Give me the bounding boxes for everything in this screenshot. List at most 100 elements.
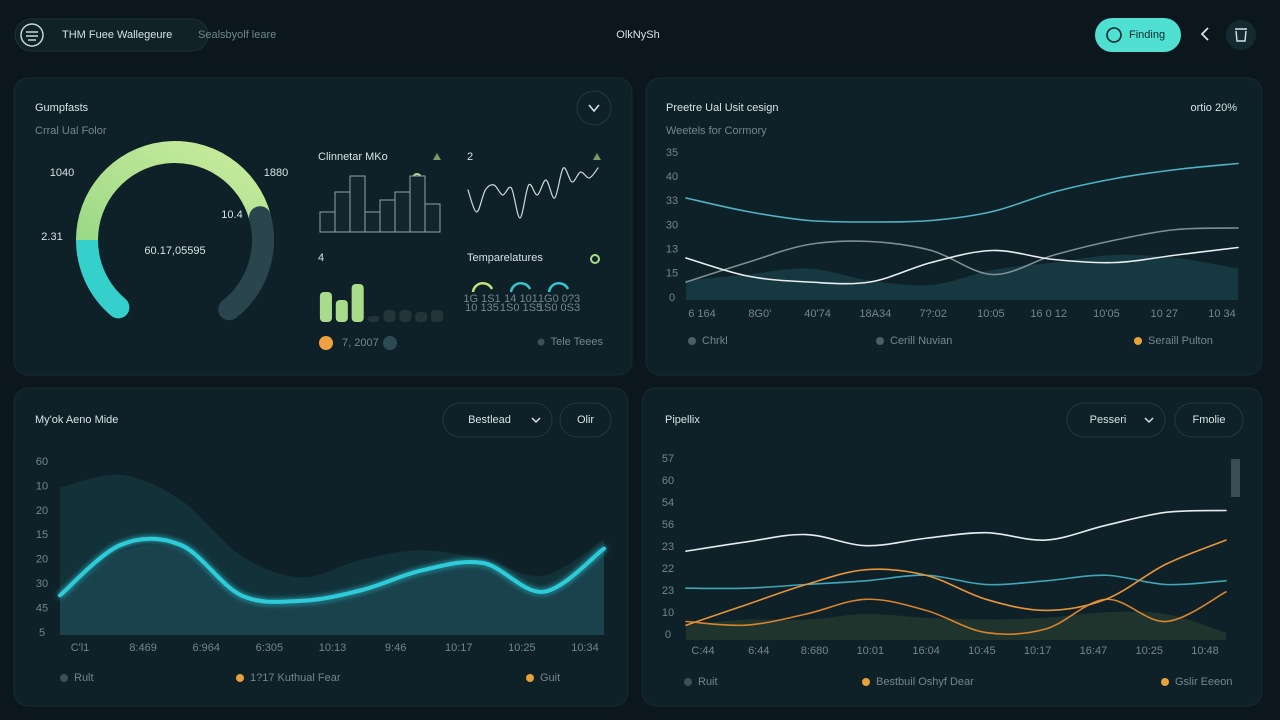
y-axis-label: 0 <box>665 629 671 641</box>
bar <box>424 203 441 233</box>
dropdown[interactable] <box>442 402 553 438</box>
widget-icon <box>593 153 601 160</box>
y-axis-label: 33 <box>666 195 678 207</box>
panel-title: Gumpfasts <box>35 102 89 114</box>
dropdown-label: Bestlead <box>468 414 511 426</box>
x-tick-label: 10:45 <box>968 645 996 657</box>
button[interactable] <box>559 402 612 438</box>
area <box>60 545 604 635</box>
y-axis-label: 54 <box>662 497 674 509</box>
panel-title: Pipellix <box>665 414 700 426</box>
mini-label: 14 101 <box>504 293 538 305</box>
legend-label: 7, 2007 <box>342 337 379 349</box>
x-tick-label: 16:47 <box>1080 645 1108 657</box>
y-axis-label: 15 <box>666 268 678 280</box>
bar <box>335 300 348 322</box>
brand-icon <box>20 23 44 47</box>
x-tick-label: 16 0 12 <box>1030 308 1067 320</box>
nav-link[interactable]: Sealsbyolf leare <box>198 29 276 41</box>
legend-dot <box>537 338 545 346</box>
line <box>685 246 1239 285</box>
widget-title: 2 <box>467 151 473 163</box>
bar <box>431 310 444 322</box>
back-button[interactable] <box>1200 27 1209 41</box>
dropdown-button[interactable] <box>576 90 612 126</box>
mini-gauge <box>547 282 570 293</box>
y-axis-label: 57 <box>662 453 674 465</box>
line <box>685 591 1227 636</box>
legend-label: Cerill Nuvian <box>890 335 952 347</box>
bar <box>349 175 366 233</box>
x-tick-label: 8:680 <box>801 645 829 657</box>
y-axis-label: 22 <box>662 563 674 575</box>
panel-title: Preetre Ual Usit cesign <box>666 102 779 114</box>
x-tick-label: 10 34 <box>1208 308 1236 320</box>
x-tick-label: 10:25 <box>508 642 536 654</box>
x-tick-label: 6:964 <box>192 642 220 654</box>
button-label: Fmolie <box>1192 414 1225 426</box>
x-tick-label: 6:44 <box>748 645 769 657</box>
bar <box>351 284 364 322</box>
legend-dot <box>688 337 696 345</box>
y-axis-label: 13 <box>666 244 678 256</box>
y-axis-label: 35 <box>666 147 678 159</box>
legend-dot <box>684 678 692 686</box>
chevron <box>588 104 600 113</box>
chevron <box>1144 417 1154 424</box>
bar <box>409 175 426 233</box>
bar <box>364 211 381 233</box>
y-axis-label: 0 <box>669 292 675 304</box>
button-label: Olir <box>577 414 594 426</box>
gauge-track <box>218 206 274 321</box>
mini-label: 1G 1S1 <box>463 293 500 305</box>
legend-label: Bestbuil Oshyf Dear <box>876 676 974 688</box>
button-label: Finding <box>1129 29 1165 41</box>
trash-button[interactable] <box>1226 20 1256 50</box>
gauge-label: 10.4 <box>221 209 242 221</box>
dropdown-label: Pesseri <box>1090 414 1127 426</box>
y-axis-label: 10 <box>662 607 674 619</box>
area <box>686 254 1238 300</box>
y-axis-label: 30 <box>666 219 678 231</box>
button-icon <box>1106 27 1122 43</box>
y-axis-label: 23 <box>662 585 674 597</box>
y-axis-label: 45 <box>36 602 48 614</box>
panel-subtitle: Weetels for Cormory <box>666 125 767 137</box>
legend-label: Seraill Pulton <box>1148 335 1213 347</box>
x-tick-label: 8:469 <box>129 642 157 654</box>
trash-icon <box>1235 28 1247 42</box>
legend-dot <box>60 674 68 682</box>
line <box>58 536 606 604</box>
mini-label: 1S0 0S3 <box>538 302 580 314</box>
widget-icon <box>433 153 441 160</box>
bar <box>319 292 332 322</box>
x-tick-label: 10:01 <box>857 645 885 657</box>
button[interactable] <box>1174 402 1244 438</box>
x-tick-label: 9:46 <box>385 642 406 654</box>
gauge-arc <box>76 229 130 319</box>
x-tick-label: 40'74 <box>804 308 831 320</box>
line <box>685 539 1227 626</box>
mini-gauge <box>509 282 532 293</box>
brand-pill[interactable] <box>14 18 209 52</box>
area <box>686 611 1226 640</box>
line <box>685 509 1227 552</box>
gauge-label: 2.31 <box>41 231 62 243</box>
y-axis-label: 23 <box>662 541 674 553</box>
mini-label: 10 135 <box>465 302 499 314</box>
dropdown[interactable] <box>1066 402 1166 438</box>
bar <box>399 310 412 322</box>
gauge-label: 1040 <box>50 167 74 179</box>
scroll-indicator[interactable] <box>1231 459 1240 497</box>
x-tick-label: 10'05 <box>1093 308 1120 320</box>
x-tick-label: 6 164 <box>688 308 716 320</box>
bar <box>383 310 396 322</box>
legend-label: 1?17 Kuthual Fear <box>250 672 341 684</box>
app-title: OlkNySh <box>616 29 659 41</box>
y-axis-label: 20 <box>36 505 48 517</box>
y-axis-label: 10 <box>36 480 48 492</box>
y-axis-label: 30 <box>36 578 48 590</box>
widget-title: Temparelatures <box>467 252 543 264</box>
status-dot <box>590 254 600 264</box>
primary-button[interactable] <box>1095 18 1181 52</box>
